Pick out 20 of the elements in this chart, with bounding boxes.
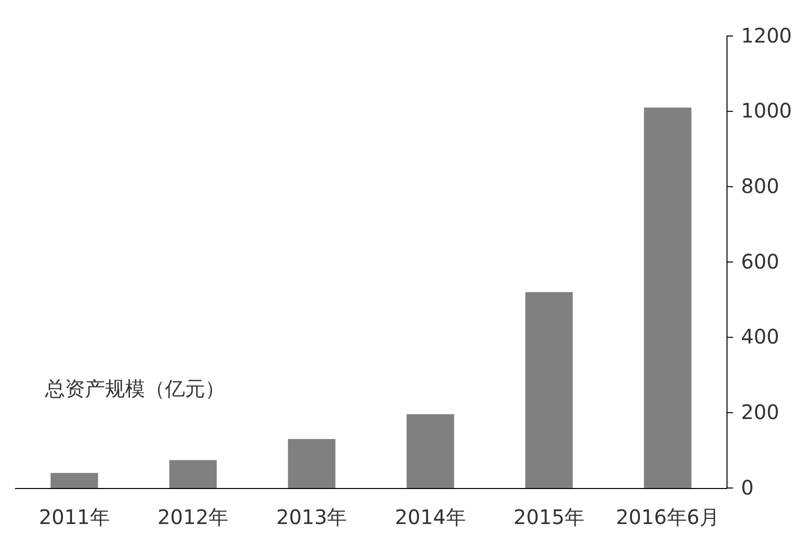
x-tick-label: 2013年 (276, 505, 348, 530)
x-tick-label: 2011年 (38, 505, 110, 530)
x-tick-label: 2012年 (158, 505, 228, 530)
bar (288, 439, 336, 488)
bar (644, 108, 692, 488)
y-tick-label: 400 (741, 324, 780, 349)
y-tick-label: 1000 (741, 98, 792, 123)
y-axis-title: 总资产规模（亿元） (44, 376, 225, 401)
x-tick-label: 2014年 (394, 505, 466, 530)
bar (50, 472, 98, 488)
bar (525, 292, 573, 488)
x-tick-label: 2016年6月 (616, 505, 720, 530)
y-tick-label: 600 (741, 249, 780, 274)
y-tick-label: 0 (741, 475, 754, 500)
bar (169, 460, 217, 488)
y-tick-label: 800 (741, 174, 780, 198)
y-tick-label: 1200 (741, 23, 792, 48)
x-tick-label: 2015年 (514, 505, 584, 530)
y-tick-label: 200 (741, 400, 780, 424)
bar (406, 414, 454, 488)
